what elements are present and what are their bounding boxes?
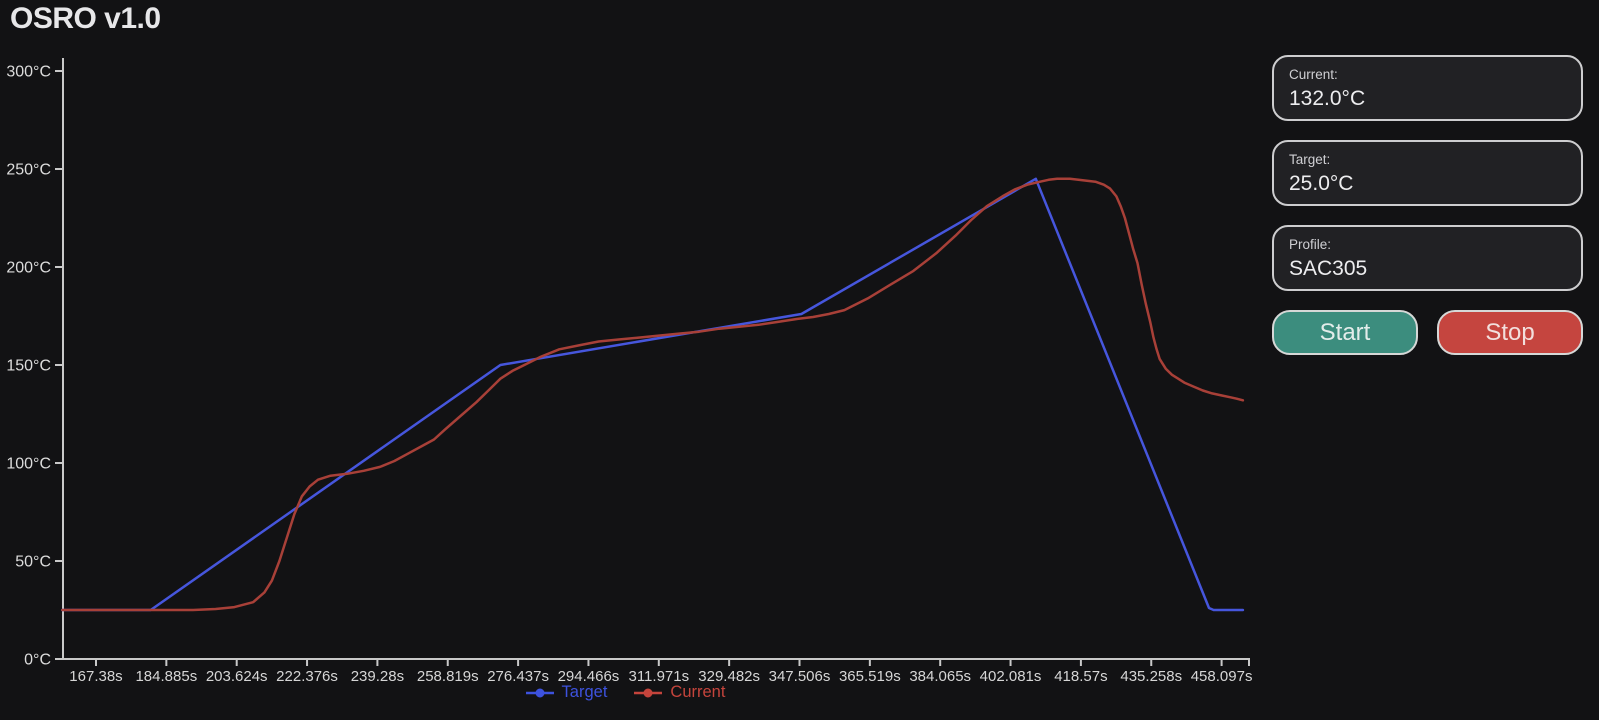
svg-text:0°C: 0°C: [24, 652, 51, 669]
legend-item-target[interactable]: Target: [525, 683, 608, 702]
current-temp-value: 132.0°C: [1289, 87, 1366, 110]
svg-text:311.971s: 311.971s: [628, 668, 689, 685]
svg-text:276.437s: 276.437s: [487, 668, 549, 685]
svg-text:258.819s: 258.819s: [417, 668, 479, 685]
target-temp-value: 25.0°C: [1289, 172, 1354, 195]
svg-text:50°C: 50°C: [15, 554, 51, 571]
target-temp-card: Target: 25.0°C: [1272, 140, 1583, 206]
svg-text:402.081s: 402.081s: [980, 668, 1042, 685]
legend-item-current[interactable]: Current: [633, 683, 725, 702]
svg-text:294.466s: 294.466s: [558, 668, 620, 685]
svg-text:435.258s: 435.258s: [1120, 668, 1182, 685]
current-temp-label: Current:: [1289, 67, 1338, 82]
svg-text:347.506s: 347.506s: [769, 668, 831, 685]
target-legend-marker: [525, 688, 554, 697]
svg-text:418.57s: 418.57s: [1054, 668, 1107, 685]
svg-text:300°C: 300°C: [6, 64, 51, 81]
svg-text:200°C: 200°C: [6, 260, 51, 277]
profile-card: Profile: SAC305: [1272, 225, 1583, 291]
svg-text:222.376s: 222.376s: [276, 668, 338, 685]
svg-text:150°C: 150°C: [6, 358, 51, 375]
svg-text:329.482s: 329.482s: [698, 668, 760, 685]
chart-legend: Target Current: [0, 683, 1250, 702]
svg-text:203.624s: 203.624s: [206, 668, 268, 685]
svg-text:167.38s: 167.38s: [69, 668, 122, 685]
stop-button[interactable]: Stop: [1437, 310, 1583, 355]
control-panel: Current: 132.0°C Target: 25.0°C Profile:…: [1272, 55, 1583, 355]
current-legend-marker: [634, 688, 663, 697]
svg-text:184.885s: 184.885s: [135, 668, 197, 685]
svg-text:239.28s: 239.28s: [351, 668, 404, 685]
legend-label-current: Current: [670, 683, 726, 701]
profile-label: Profile:: [1289, 237, 1332, 252]
svg-text:100°C: 100°C: [6, 456, 51, 473]
legend-label-target: Target: [561, 683, 608, 701]
start-button[interactable]: Start: [1272, 310, 1418, 355]
app-title: OSRO v1.0: [10, 2, 161, 35]
target-temp-label: Target:: [1289, 152, 1331, 167]
button-row: Start Stop: [1272, 310, 1583, 355]
svg-text:384.065s: 384.065s: [909, 668, 971, 685]
svg-text:250°C: 250°C: [6, 162, 51, 179]
svg-text:365.519s: 365.519s: [839, 668, 901, 685]
svg-text:458.097s: 458.097s: [1191, 668, 1253, 685]
current-temp-card: Current: 132.0°C: [1272, 55, 1583, 121]
profile-value: SAC305: [1289, 257, 1368, 280]
